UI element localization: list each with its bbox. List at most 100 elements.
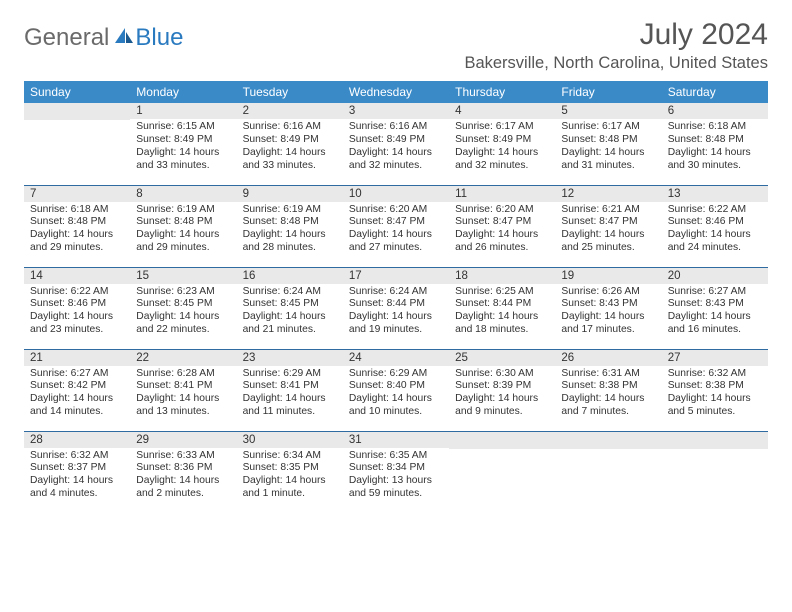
day-details: Sunrise: 6:25 AMSunset: 8:44 PMDaylight:… [449, 284, 555, 341]
sunrise-line: Sunrise: 6:27 AM [30, 368, 124, 381]
day-details: Sunrise: 6:23 AMSunset: 8:45 PMDaylight:… [130, 284, 236, 341]
sunset-line: Sunset: 8:49 PM [349, 134, 443, 147]
month-title: July 2024 [464, 18, 768, 52]
sunrise-line: Sunrise: 6:31 AM [561, 368, 655, 381]
calendar-cell: 17Sunrise: 6:24 AMSunset: 8:44 PMDayligh… [343, 267, 449, 349]
calendar-cell: 11Sunrise: 6:20 AMSunset: 8:47 PMDayligh… [449, 185, 555, 267]
day-details: Sunrise: 6:18 AMSunset: 8:48 PMDaylight:… [24, 202, 130, 259]
calendar-cell: 13Sunrise: 6:22 AMSunset: 8:46 PMDayligh… [662, 185, 768, 267]
sunset-line: Sunset: 8:38 PM [561, 380, 655, 393]
calendar-cell [24, 103, 130, 185]
daylight-line: Daylight: 14 hours and 30 minutes. [668, 147, 762, 173]
calendar-cell: 26Sunrise: 6:31 AMSunset: 8:38 PMDayligh… [555, 349, 661, 431]
sunset-line: Sunset: 8:45 PM [243, 298, 337, 311]
sunrise-line: Sunrise: 6:19 AM [136, 204, 230, 217]
sunset-line: Sunset: 8:42 PM [30, 380, 124, 393]
calendar-cell: 9Sunrise: 6:19 AMSunset: 8:48 PMDaylight… [237, 185, 343, 267]
location-text: Bakersville, North Carolina, United Stat… [464, 54, 768, 73]
daylight-line: Daylight: 14 hours and 11 minutes. [243, 393, 337, 419]
sunset-line: Sunset: 8:44 PM [455, 298, 549, 311]
day-details: Sunrise: 6:21 AMSunset: 8:47 PMDaylight:… [555, 202, 661, 259]
calendar-cell: 8Sunrise: 6:19 AMSunset: 8:48 PMDaylight… [130, 185, 236, 267]
calendar-cell: 6Sunrise: 6:18 AMSunset: 8:48 PMDaylight… [662, 103, 768, 185]
day-details: Sunrise: 6:32 AMSunset: 8:38 PMDaylight:… [662, 366, 768, 423]
day-details: Sunrise: 6:20 AMSunset: 8:47 PMDaylight:… [449, 202, 555, 259]
sunset-line: Sunset: 8:48 PM [561, 134, 655, 147]
weekday-header: Monday [130, 81, 236, 103]
daylight-line: Daylight: 14 hours and 23 minutes. [30, 311, 124, 337]
day-number: 20 [662, 268, 768, 284]
sunrise-line: Sunrise: 6:17 AM [455, 121, 549, 134]
sunset-line: Sunset: 8:45 PM [136, 298, 230, 311]
calendar-cell: 10Sunrise: 6:20 AMSunset: 8:47 PMDayligh… [343, 185, 449, 267]
day-number: 5 [555, 103, 661, 119]
day-details: Sunrise: 6:15 AMSunset: 8:49 PMDaylight:… [130, 119, 236, 176]
day-number: 4 [449, 103, 555, 119]
sunset-line: Sunset: 8:39 PM [455, 380, 549, 393]
sunrise-line: Sunrise: 6:28 AM [136, 368, 230, 381]
calendar-cell: 2Sunrise: 6:16 AMSunset: 8:49 PMDaylight… [237, 103, 343, 185]
sunrise-line: Sunrise: 6:20 AM [455, 204, 549, 217]
weekday-header: Friday [555, 81, 661, 103]
calendar-cell: 15Sunrise: 6:23 AMSunset: 8:45 PMDayligh… [130, 267, 236, 349]
sunrise-line: Sunrise: 6:32 AM [30, 450, 124, 463]
sunrise-line: Sunrise: 6:34 AM [243, 450, 337, 463]
logo: General Blue [24, 24, 183, 52]
day-number: 1 [130, 103, 236, 119]
day-details: Sunrise: 6:24 AMSunset: 8:45 PMDaylight:… [237, 284, 343, 341]
sunset-line: Sunset: 8:35 PM [243, 462, 337, 475]
day-number: 13 [662, 186, 768, 202]
calendar-cell: 27Sunrise: 6:32 AMSunset: 8:38 PMDayligh… [662, 349, 768, 431]
daylight-line: Daylight: 14 hours and 31 minutes. [561, 147, 655, 173]
calendar-cell: 24Sunrise: 6:29 AMSunset: 8:40 PMDayligh… [343, 349, 449, 431]
day-details: Sunrise: 6:27 AMSunset: 8:43 PMDaylight:… [662, 284, 768, 341]
day-details: Sunrise: 6:20 AMSunset: 8:47 PMDaylight:… [343, 202, 449, 259]
day-number: 11 [449, 186, 555, 202]
day-number: 9 [237, 186, 343, 202]
day-number: 22 [130, 350, 236, 366]
daylight-line: Daylight: 14 hours and 14 minutes. [30, 393, 124, 419]
daylight-line: Daylight: 14 hours and 28 minutes. [243, 229, 337, 255]
calendar-cell: 1Sunrise: 6:15 AMSunset: 8:49 PMDaylight… [130, 103, 236, 185]
daylight-line: Daylight: 14 hours and 9 minutes. [455, 393, 549, 419]
calendar-cell: 5Sunrise: 6:17 AMSunset: 8:48 PMDaylight… [555, 103, 661, 185]
sunrise-line: Sunrise: 6:22 AM [668, 204, 762, 217]
day-details: Sunrise: 6:31 AMSunset: 8:38 PMDaylight:… [555, 366, 661, 423]
calendar-week-row: 28Sunrise: 6:32 AMSunset: 8:37 PMDayligh… [24, 431, 768, 513]
day-number: 16 [237, 268, 343, 284]
daylight-line: Daylight: 14 hours and 7 minutes. [561, 393, 655, 419]
sunset-line: Sunset: 8:40 PM [349, 380, 443, 393]
calendar-cell: 12Sunrise: 6:21 AMSunset: 8:47 PMDayligh… [555, 185, 661, 267]
sunset-line: Sunset: 8:47 PM [455, 216, 549, 229]
day-details: Sunrise: 6:27 AMSunset: 8:42 PMDaylight:… [24, 366, 130, 423]
sunset-line: Sunset: 8:48 PM [668, 134, 762, 147]
sunset-line: Sunset: 8:46 PM [30, 298, 124, 311]
calendar-cell: 23Sunrise: 6:29 AMSunset: 8:41 PMDayligh… [237, 349, 343, 431]
day-number: 12 [555, 186, 661, 202]
daylight-line: Daylight: 14 hours and 33 minutes. [243, 147, 337, 173]
calendar-week-row: 14Sunrise: 6:22 AMSunset: 8:46 PMDayligh… [24, 267, 768, 349]
calendar-week-row: 21Sunrise: 6:27 AMSunset: 8:42 PMDayligh… [24, 349, 768, 431]
daylight-line: Daylight: 14 hours and 4 minutes. [30, 475, 124, 501]
day-details: Sunrise: 6:24 AMSunset: 8:44 PMDaylight:… [343, 284, 449, 341]
daylight-line: Daylight: 14 hours and 10 minutes. [349, 393, 443, 419]
sunset-line: Sunset: 8:48 PM [243, 216, 337, 229]
day-number: 6 [662, 103, 768, 119]
day-number: 3 [343, 103, 449, 119]
sunset-line: Sunset: 8:38 PM [668, 380, 762, 393]
sunrise-line: Sunrise: 6:15 AM [136, 121, 230, 134]
logo-text-general: General [24, 24, 109, 52]
calendar-table: SundayMondayTuesdayWednesdayThursdayFrid… [24, 81, 768, 513]
daylight-line: Daylight: 14 hours and 27 minutes. [349, 229, 443, 255]
title-block: July 2024 Bakersville, North Carolina, U… [464, 18, 768, 73]
calendar-cell: 14Sunrise: 6:22 AMSunset: 8:46 PMDayligh… [24, 267, 130, 349]
sunset-line: Sunset: 8:44 PM [349, 298, 443, 311]
header-row: General Blue July 2024 Bakersville, Nort… [24, 18, 768, 73]
daylight-line: Daylight: 14 hours and 32 minutes. [455, 147, 549, 173]
day-number: 30 [237, 432, 343, 448]
daylight-line: Daylight: 14 hours and 17 minutes. [561, 311, 655, 337]
day-number: 7 [24, 186, 130, 202]
day-details: Sunrise: 6:26 AMSunset: 8:43 PMDaylight:… [555, 284, 661, 341]
calendar-cell: 4Sunrise: 6:17 AMSunset: 8:49 PMDaylight… [449, 103, 555, 185]
sunrise-line: Sunrise: 6:24 AM [349, 286, 443, 299]
